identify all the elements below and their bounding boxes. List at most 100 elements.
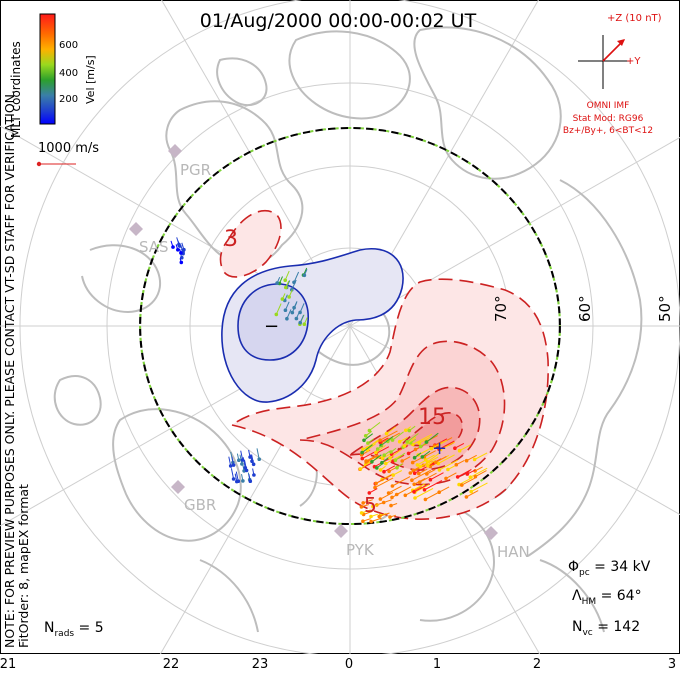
velocity-vector-origin	[413, 496, 417, 500]
velocity-vector-origin	[362, 438, 366, 443]
velocity-vector	[457, 469, 472, 478]
velocity-vector-origin	[415, 463, 420, 467]
station-han-marker	[484, 526, 498, 540]
velocity-vector-origin	[389, 503, 393, 508]
velocity-vector-origin	[302, 273, 307, 278]
velocity-vector-origin	[417, 480, 422, 485]
velocity-vector-origin	[292, 280, 296, 285]
velocity-vector	[375, 475, 391, 484]
velocity-vector-origin	[374, 450, 378, 455]
velocity-vector-origin	[177, 244, 182, 248]
fit-order-label: FitOrder: 8, mapEX format	[16, 484, 31, 648]
velocity-vector-origin	[457, 482, 461, 487]
map-title: 01/Aug/2000 00:00-00:02 UT	[200, 10, 477, 32]
imf-stat-model: Stat Mod: RG96	[573, 114, 644, 124]
velocity-vector-origin	[454, 462, 459, 467]
velocity-vector-origin	[429, 446, 434, 451]
velocity-vector-origin	[390, 495, 394, 500]
velocity-vector-origin	[252, 473, 256, 477]
velocity-vector-origin	[402, 444, 407, 448]
station-label-pgr: PGR	[180, 161, 211, 179]
velocity-vector-origin	[464, 495, 469, 499]
velocity-vector	[389, 449, 402, 459]
velocity-vector-origin	[404, 428, 408, 433]
velocity-vector-origin	[294, 316, 299, 321]
velocity-vector-origin	[179, 251, 183, 255]
velocity-vector-origin	[358, 467, 363, 471]
velocity-vector	[414, 487, 434, 499]
velocity-vector-origin	[455, 475, 460, 479]
velocity-vector-origin	[361, 501, 366, 505]
plot-frame	[0, 0, 680, 654]
velocity-vector-origin	[384, 461, 388, 466]
mlt-tick-1: 1	[433, 657, 441, 672]
velocity-vector-origin	[364, 459, 368, 463]
imf-vector-arrowhead-icon	[617, 39, 625, 46]
velocity-vector-origin	[280, 297, 285, 301]
velocity-vector-origin	[412, 471, 417, 476]
velocity-vector	[365, 454, 378, 462]
velocity-vector-origin	[472, 457, 477, 462]
velocity-vector-origin	[283, 308, 288, 313]
contour-inner-positive	[349, 386, 481, 471]
mlt-tick-23: 23	[252, 657, 269, 672]
colorbar-tick-400: 400	[59, 68, 78, 79]
colorbar-label: Vel [m/s]	[84, 55, 97, 104]
mlt-tick-3: 3	[668, 657, 676, 672]
station-label-han: HAN	[497, 543, 530, 561]
velocity-vector-origin	[243, 466, 248, 470]
mlt-tick-22: 22	[163, 657, 180, 672]
velocity-vector	[475, 470, 487, 478]
velocity-vector-origin	[417, 441, 422, 445]
velocity-vector-origin	[359, 505, 364, 509]
velocity-vector	[385, 454, 402, 465]
velocity-vector-origin	[393, 458, 398, 463]
velocity-vector	[425, 491, 441, 500]
velocity-vector-origin	[375, 447, 380, 451]
velocity-vector-origin	[367, 428, 372, 433]
velocity-vector	[414, 463, 434, 474]
velocity-vector	[440, 441, 455, 450]
velocity-vector-origin	[389, 450, 393, 454]
velocity-vector-origin	[406, 451, 411, 456]
imf-condition: Bz+/By+, 6<BT<12	[563, 126, 653, 136]
latitude-label-60: 60°	[576, 295, 594, 322]
velocity-vector	[439, 459, 458, 471]
velocity-vector-origin	[369, 514, 373, 519]
velocity-vector-origin	[387, 469, 391, 474]
velocity-vector-origin	[428, 477, 433, 482]
potential-minimum-marker: −	[264, 316, 279, 337]
velocity-vector	[395, 452, 406, 461]
velocity-vector-origin	[287, 295, 291, 299]
velocity-vector-origin	[236, 479, 241, 484]
velocity-vector-origin	[180, 255, 184, 260]
velocity-vector	[371, 454, 382, 463]
velocity-vector-origin	[384, 431, 389, 436]
velocity-vector	[293, 271, 300, 283]
velocity-vector	[466, 490, 479, 498]
negative-convection-cell	[221, 248, 404, 403]
velocity-vector-origin	[405, 440, 410, 444]
cross-polar-potential: Φpc = 34 kV	[568, 559, 651, 578]
velocity-vector-origin	[360, 450, 364, 455]
mlt-tick-2: 2	[533, 657, 541, 672]
velocity-vector-origin	[182, 247, 186, 252]
velocity-vector-origin	[283, 278, 288, 283]
velocity-vector-origin	[418, 464, 423, 469]
velocity-vector-origin	[290, 310, 295, 315]
velocity-vector	[275, 303, 282, 315]
velocity-vector-origin	[412, 482, 417, 487]
velocity-vector-origin	[413, 447, 418, 452]
velocity-vector-origin	[417, 471, 421, 476]
velocity-vector-origin	[410, 460, 415, 465]
velocity-vector-origin	[378, 468, 383, 472]
velocity-vector-origin	[369, 519, 373, 524]
velocity-vector-origin	[237, 458, 241, 463]
latitude-label-70: 70°	[492, 295, 510, 322]
velocity-vector-origin	[374, 481, 378, 486]
mlt-tick-21: 21	[0, 657, 16, 672]
velocity-vector-origin	[371, 504, 375, 509]
velocity-vector-origin	[370, 460, 374, 464]
velocity-vector-origin	[446, 467, 450, 472]
velocity-vector-origin	[386, 491, 391, 495]
